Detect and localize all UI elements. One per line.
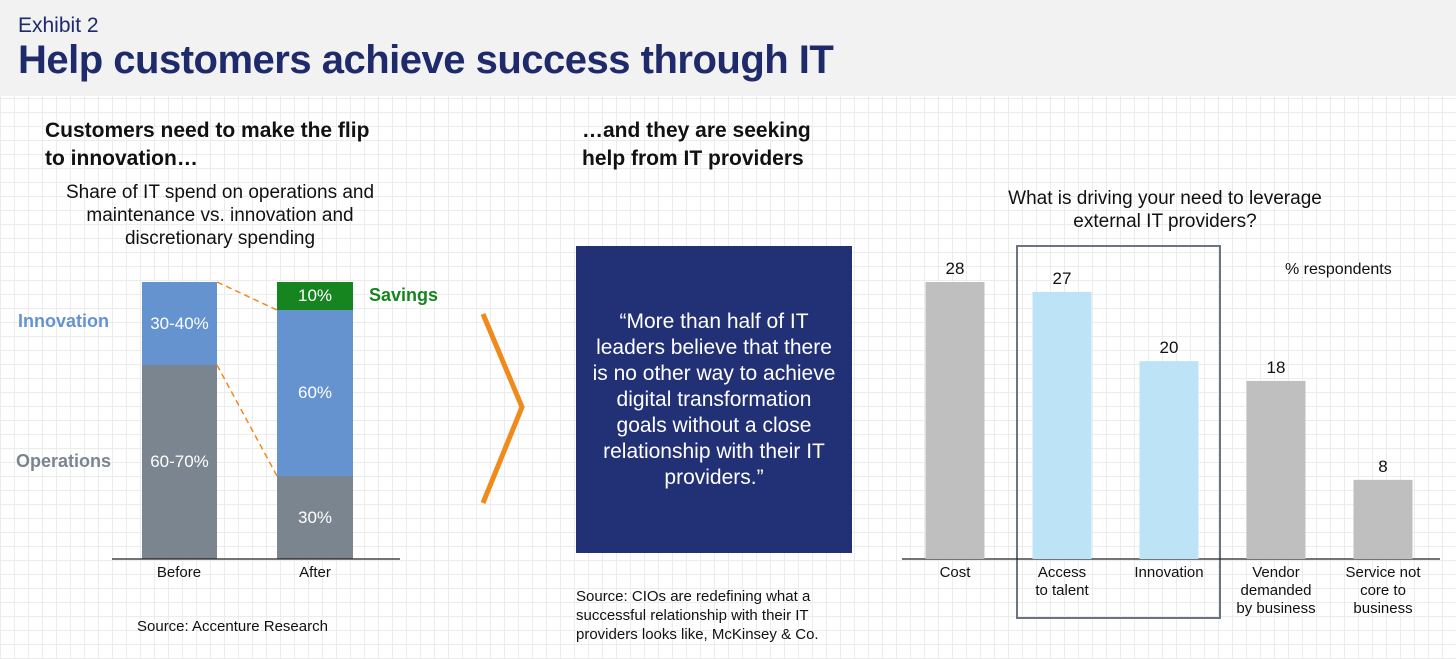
data-label-4: 18	[1266, 357, 1286, 377]
left-subtitle: Share of IT spend on operations and main…	[30, 181, 410, 250]
tick-label-4: Vendor demanded by business	[1236, 564, 1316, 617]
middle-heading-line2: help from IT providers	[582, 147, 804, 170]
bar-2	[1032, 291, 1092, 559]
middle-heading-line1: …and they are seeking	[582, 119, 811, 142]
left-heading-line2: to innovation…	[45, 147, 198, 170]
data-label-3: 20	[1159, 338, 1179, 358]
operations-side-label: Operations	[16, 451, 112, 471]
tick-label-5: Service not core to business	[1345, 564, 1421, 617]
bar-1	[925, 282, 985, 559]
highlight-frame	[1016, 245, 1221, 619]
bar-before-operations: 60-70%	[142, 365, 217, 559]
left-subtitle-line3: discretionary spending	[124, 228, 316, 249]
bar-after-operations-label: 30%	[297, 507, 333, 527]
bar-after-innovation: 60%	[277, 310, 353, 476]
innovation-side-label: Innovation	[18, 311, 109, 331]
header-band: Exhibit 2 Help customers achieve success…	[0, 0, 1456, 96]
middle-source-line3: providers looks like, McKinsey & Co.	[576, 626, 819, 643]
left-heading: Customers need to make the flip to innov…	[45, 117, 369, 173]
connector-top	[216, 281, 278, 311]
bar-after-savings: 10%	[277, 282, 353, 310]
bar-5	[1353, 479, 1413, 559]
middle-heading: …and they are seeking help from IT provi…	[582, 117, 811, 173]
quote-text: “More than half of IT leaders believe th…	[592, 309, 836, 489]
exhibit-label: Exhibit 2	[18, 14, 99, 37]
bar-before-innovation-label: 30-40%	[150, 313, 209, 333]
chevron-right-icon	[480, 313, 525, 504]
unit-note: % respondents	[1285, 261, 1392, 278]
middle-source-line1: Source: CIOs are redefining what a	[576, 588, 811, 605]
left-subtitle-line2: maintenance vs. innovation and	[86, 205, 354, 226]
tick-label-1: Cost	[939, 564, 971, 581]
tick-label-3: Innovation	[1134, 564, 1204, 581]
quote-box: “More than half of IT leaders believe th…	[576, 246, 852, 553]
page-title: Help customers achieve success through I…	[18, 38, 834, 82]
bar-before-operations-label: 60-70%	[150, 452, 209, 471]
bar-after-operations: 30%	[277, 476, 353, 559]
bar-3	[1139, 361, 1199, 559]
middle-source: Source: CIOs are redefining what a succe…	[576, 587, 819, 644]
left-source: Source: Accenture Research	[137, 618, 328, 635]
tick-label-2: Access to talent	[1035, 564, 1089, 599]
right-question: What is driving your need to leverage ex…	[965, 187, 1365, 233]
connector-bottom	[216, 364, 278, 477]
data-label-2: 27	[1052, 268, 1072, 288]
savings-side-label: Savings	[369, 285, 439, 305]
middle-source-line2: successful relationship with their IT	[576, 607, 809, 624]
left-subtitle-line1: Share of IT spend on operations and	[65, 182, 375, 203]
data-label-1: 28	[945, 259, 965, 278]
tick-label-after: After	[299, 564, 331, 581]
data-label-5: 8	[1378, 456, 1388, 476]
bar-before-innovation: 30-40%	[142, 282, 217, 365]
right-question-line2: external IT providers?	[1073, 211, 1257, 232]
bar-after-innovation-label: 60%	[297, 383, 333, 402]
bar-4	[1246, 380, 1306, 559]
bar-after-savings-label: 10%	[297, 286, 333, 305]
tick-label-before: Before	[156, 564, 202, 581]
right-question-line1: What is driving your need to leverage	[1008, 188, 1322, 209]
left-heading-line1: Customers need to make the flip	[45, 119, 370, 142]
